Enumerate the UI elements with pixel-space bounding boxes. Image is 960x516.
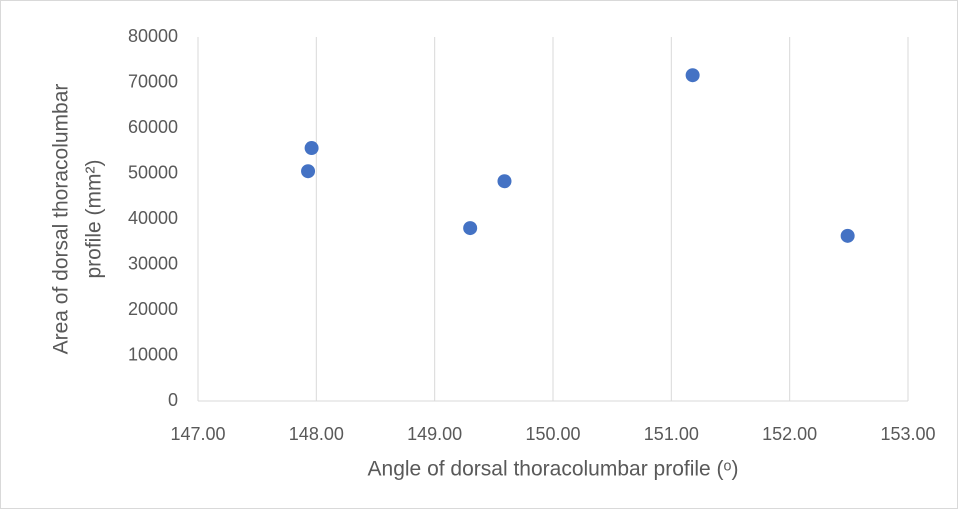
x-tick-label: 147.00 <box>170 424 225 444</box>
y-axis-title-line: Area of dorsal thoracolumbar <box>50 84 73 355</box>
y-tick-label: 30000 <box>128 253 178 273</box>
point <box>685 68 700 83</box>
x-tick-label: 153.00 <box>880 424 935 444</box>
y-tick-label: 80000 <box>128 26 178 46</box>
y-tick-label: 40000 <box>128 208 178 228</box>
x-axis-title: Angle of dorsal thoracolumbar profile (ᵒ… <box>368 458 739 481</box>
point <box>840 228 855 243</box>
x-tick-label: 150.00 <box>525 424 580 444</box>
y-tick-label: 70000 <box>128 71 178 91</box>
y-axis-title: Area of dorsal thoracolumbar profile (mm… <box>50 84 106 355</box>
x-tick-label: 152.00 <box>762 424 817 444</box>
point <box>301 164 316 179</box>
y-tick-label: 10000 <box>128 344 178 364</box>
point <box>463 221 478 236</box>
point <box>497 174 512 189</box>
x-tick-label: 149.00 <box>407 424 462 444</box>
point <box>304 141 319 156</box>
y-tick-label: 20000 <box>128 299 178 319</box>
x-tick-label: 148.00 <box>289 424 344 444</box>
y-tick-label: 0 <box>168 390 178 410</box>
y-axis-title-line: profile (mm²) <box>83 160 106 279</box>
x-tick-label: 151.00 <box>644 424 699 444</box>
y-tick-label: 50000 <box>128 162 178 182</box>
y-tick-label: 60000 <box>128 117 178 137</box>
